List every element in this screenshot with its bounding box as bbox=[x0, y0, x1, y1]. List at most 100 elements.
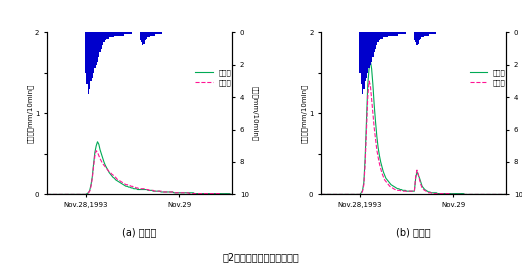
Bar bbox=[88, 32, 89, 94]
Bar bbox=[394, 32, 396, 36]
Bar bbox=[125, 32, 127, 34]
Bar bbox=[112, 32, 114, 37]
Bar bbox=[144, 32, 145, 44]
Bar bbox=[145, 32, 146, 40]
Bar bbox=[107, 32, 109, 39]
Bar bbox=[102, 32, 103, 45]
Bar bbox=[127, 32, 128, 34]
Legend: 観測値, 計算値: 観測値, 計算値 bbox=[194, 68, 232, 87]
Bar bbox=[393, 32, 394, 36]
Bar bbox=[369, 32, 370, 68]
Bar bbox=[433, 32, 434, 34]
Bar bbox=[432, 32, 433, 34]
Bar bbox=[376, 32, 377, 45]
Bar bbox=[367, 32, 369, 73]
Bar bbox=[120, 32, 122, 36]
Bar bbox=[94, 32, 96, 68]
Bar bbox=[109, 32, 110, 37]
Bar bbox=[146, 32, 147, 39]
Bar bbox=[366, 32, 367, 78]
Bar bbox=[404, 32, 405, 34]
Bar bbox=[419, 32, 420, 40]
Bar bbox=[111, 32, 112, 37]
Bar bbox=[141, 32, 142, 42]
Bar bbox=[383, 32, 384, 37]
Bar bbox=[379, 32, 380, 40]
Bar bbox=[375, 32, 376, 49]
Bar bbox=[122, 32, 123, 36]
Bar bbox=[123, 32, 124, 36]
Bar bbox=[119, 32, 120, 36]
Bar bbox=[115, 32, 116, 36]
Bar bbox=[142, 32, 144, 45]
Bar bbox=[87, 32, 88, 84]
Bar bbox=[152, 32, 154, 36]
Bar bbox=[160, 32, 162, 34]
Y-axis label: 流出量（mm/10min）: 流出量（mm/10min） bbox=[301, 84, 307, 143]
Bar bbox=[431, 32, 432, 34]
Text: (b) 放棄区: (b) 放棄区 bbox=[396, 227, 431, 237]
Bar bbox=[424, 32, 425, 36]
Bar bbox=[104, 32, 106, 40]
Bar bbox=[106, 32, 107, 39]
Bar bbox=[374, 32, 375, 52]
Bar bbox=[397, 32, 398, 36]
Text: (a) 耕作区: (a) 耕作区 bbox=[122, 227, 157, 237]
Bar bbox=[384, 32, 385, 37]
Bar bbox=[110, 32, 111, 37]
Bar bbox=[155, 32, 157, 34]
Bar bbox=[128, 32, 129, 34]
Bar bbox=[92, 32, 93, 78]
Bar bbox=[388, 32, 389, 36]
Bar bbox=[363, 32, 364, 89]
Bar bbox=[151, 32, 152, 36]
Bar bbox=[434, 32, 436, 34]
Bar bbox=[426, 32, 428, 36]
Bar bbox=[370, 32, 371, 65]
Bar bbox=[390, 32, 392, 36]
Bar bbox=[154, 32, 155, 36]
Y-axis label: 流出量（mm/10min）: 流出量（mm/10min） bbox=[27, 84, 33, 143]
Bar bbox=[418, 32, 419, 44]
Bar bbox=[377, 32, 379, 42]
Bar bbox=[429, 32, 431, 34]
Text: 噣2　実測値と計算値の比較: 噣2 実測値と計算値の比較 bbox=[222, 252, 300, 262]
Bar bbox=[415, 32, 417, 42]
Bar bbox=[421, 32, 423, 37]
Bar bbox=[417, 32, 418, 45]
Bar bbox=[98, 32, 99, 57]
Bar bbox=[362, 32, 363, 94]
Bar bbox=[147, 32, 149, 37]
Y-axis label: 雨量（mm/10min）: 雨量（mm/10min） bbox=[252, 86, 258, 141]
Bar bbox=[402, 32, 404, 34]
Bar bbox=[130, 32, 132, 34]
Bar bbox=[420, 32, 421, 39]
Bar bbox=[150, 32, 151, 36]
Bar bbox=[114, 32, 115, 36]
Bar bbox=[90, 32, 92, 81]
Bar bbox=[425, 32, 426, 36]
Bar bbox=[361, 32, 362, 84]
Bar bbox=[124, 32, 125, 34]
Legend: 観測値, 計算値: 観測値, 計算値 bbox=[468, 68, 506, 87]
Bar bbox=[101, 32, 102, 49]
Bar bbox=[96, 32, 97, 65]
Bar bbox=[386, 32, 388, 37]
Bar bbox=[85, 32, 87, 73]
Bar bbox=[359, 32, 361, 73]
Bar bbox=[396, 32, 397, 36]
Bar bbox=[371, 32, 372, 62]
Bar bbox=[117, 32, 119, 36]
Bar bbox=[428, 32, 429, 36]
Bar bbox=[372, 32, 374, 57]
Bar bbox=[93, 32, 94, 73]
Bar bbox=[364, 32, 366, 81]
Bar bbox=[401, 32, 402, 34]
Bar bbox=[392, 32, 393, 36]
Bar bbox=[385, 32, 386, 37]
Bar bbox=[389, 32, 390, 36]
Bar bbox=[423, 32, 424, 37]
Bar bbox=[405, 32, 406, 34]
Bar bbox=[129, 32, 130, 34]
Bar bbox=[414, 32, 415, 40]
